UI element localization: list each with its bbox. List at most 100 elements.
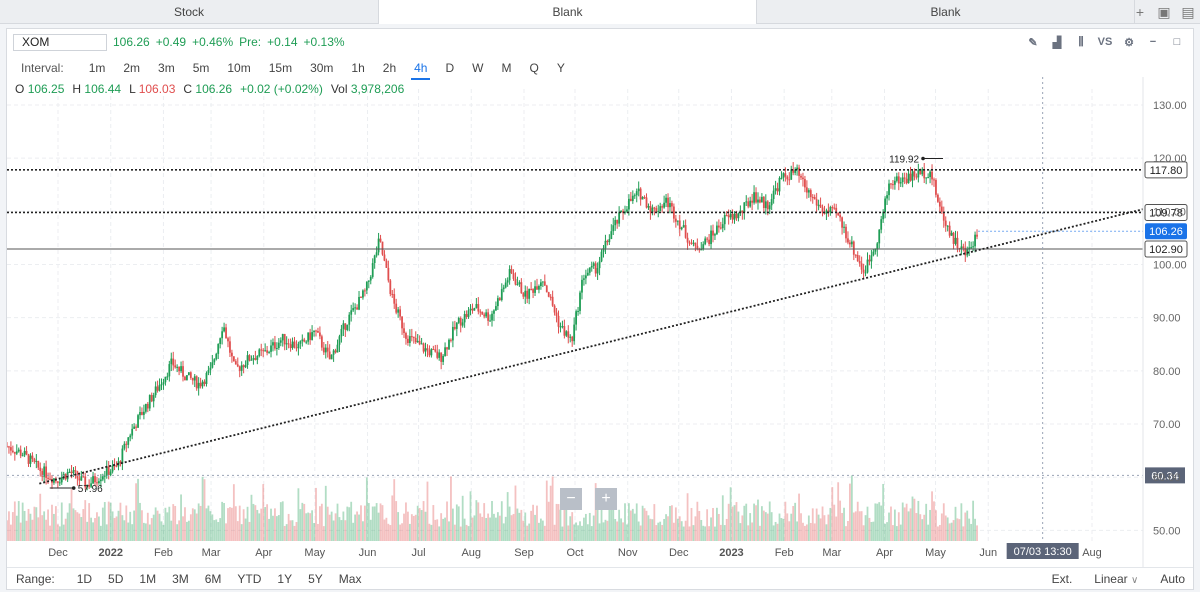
- volume-bar: [510, 515, 513, 541]
- volume-bar: [313, 523, 315, 541]
- volume-bar: [82, 509, 85, 541]
- interval-1h[interactable]: 1h: [351, 61, 365, 75]
- volume-bar: [671, 505, 673, 541]
- volume-bar: [170, 520, 173, 541]
- folder-icon[interactable]: ▤: [1181, 3, 1195, 20]
- volume-bar: [453, 524, 456, 541]
- candle-body: [334, 350, 337, 353]
- volume-bar: [307, 512, 310, 541]
- candle-body: [410, 336, 413, 338]
- gear-icon[interactable]: ⚙: [1124, 36, 1134, 49]
- range-ytd[interactable]: YTD: [237, 571, 262, 586]
- volume-bar: [381, 505, 384, 541]
- interval-4h[interactable]: 4h: [405, 59, 436, 80]
- annotation-dot: [71, 486, 76, 490]
- volume-bar: [158, 513, 161, 541]
- volume-bar: [383, 519, 386, 541]
- volume-bar: [84, 500, 87, 541]
- range-1d[interactable]: 1D: [76, 571, 93, 586]
- interval-2m[interactable]: 2m: [123, 61, 141, 75]
- range-1y[interactable]: 1Y: [277, 571, 293, 586]
- range-1m[interactable]: 1M: [139, 571, 157, 586]
- candle-body: [598, 261, 601, 269]
- range-3m[interactable]: 3M: [172, 571, 189, 586]
- scale-select[interactable]: Linear ∨: [1094, 572, 1139, 586]
- interval-q[interactable]: Q: [529, 61, 539, 75]
- candle-body: [768, 205, 771, 210]
- tab-stock[interactable]: Stock: [0, 0, 379, 24]
- candle-body: [631, 195, 634, 202]
- candle-body: [606, 240, 609, 243]
- candle-body: [516, 284, 519, 286]
- candle-body: [917, 169, 920, 178]
- maximize-icon[interactable]: □: [1173, 36, 1181, 48]
- range-max[interactable]: Max: [338, 571, 362, 586]
- auto-toggle[interactable]: Auto: [1160, 572, 1185, 586]
- candle-body: [37, 460, 40, 468]
- volume-bar: [358, 514, 360, 541]
- volume-bar: [841, 512, 843, 541]
- symbol-input[interactable]: XOM: [13, 33, 107, 51]
- volume-bar: [522, 520, 525, 541]
- interval-w[interactable]: W: [472, 61, 484, 75]
- candle-body: [899, 182, 902, 184]
- interval-d[interactable]: D: [445, 61, 455, 75]
- volume-bar: [41, 515, 44, 541]
- zoom-in-button[interactable]: +: [595, 488, 617, 510]
- volume-bar: [948, 523, 951, 541]
- save-icon[interactable]: ▣: [1157, 3, 1171, 20]
- volume-bar: [927, 524, 930, 541]
- candle-body: [805, 187, 808, 193]
- volume-bar: [817, 514, 820, 541]
- interval-1m[interactable]: 1m: [88, 61, 106, 75]
- interval-10m[interactable]: 10m: [227, 61, 251, 75]
- volume-bar: [551, 476, 554, 541]
- interval-2h[interactable]: 2h: [382, 61, 397, 75]
- candle-body: [324, 347, 327, 353]
- chart-type-icon[interactable]: ▟: [1052, 36, 1062, 49]
- interval-m[interactable]: M: [501, 61, 512, 75]
- volume-bar: [917, 500, 920, 541]
- range-5d[interactable]: 5D: [108, 571, 124, 586]
- pencil-icon[interactable]: ✎: [1028, 36, 1038, 49]
- range-6m[interactable]: 6M: [204, 571, 222, 586]
- volume-bar: [401, 523, 403, 541]
- volume-bar: [825, 524, 828, 541]
- candle-body: [831, 207, 834, 209]
- volume-bar: [856, 501, 859, 541]
- tab-blank-1[interactable]: Blank: [379, 0, 757, 24]
- volume-bar: [354, 514, 357, 541]
- volume-bar: [477, 502, 480, 541]
- candle-body: [596, 268, 599, 274]
- interval-y[interactable]: Y: [556, 61, 565, 75]
- volume-bar: [663, 518, 666, 541]
- zoom-out-button[interactable]: −: [560, 488, 582, 510]
- candle-body: [303, 339, 306, 342]
- indicators-icon[interactable]: ⫼: [1078, 35, 1084, 48]
- quote-header: XOM 106.26 +0.49 +0.46% Pre: +0.14 +0.13…: [13, 33, 345, 51]
- candle-body: [320, 336, 323, 348]
- tab-blank-2[interactable]: Blank: [757, 0, 1135, 24]
- volume-bar: [786, 513, 789, 541]
- interval-5m[interactable]: 5m: [192, 61, 210, 75]
- volume-bar: [545, 480, 548, 541]
- volume-bar: [849, 483, 851, 541]
- candle-body: [256, 356, 259, 360]
- interval-30m[interactable]: 30m: [310, 61, 334, 75]
- candle-body: [667, 197, 669, 208]
- interval-3m[interactable]: 3m: [158, 61, 175, 75]
- interval-15m[interactable]: 15m: [268, 61, 293, 75]
- volume-bar: [606, 520, 609, 541]
- volume-bar: [236, 521, 239, 541]
- price-chart[interactable]: 117.80 109.78 102.90 60.34 106.26 119.92 57.96…: [7, 29, 1193, 567]
- plus-icon[interactable]: +: [1135, 4, 1145, 20]
- range-5y[interactable]: 5Y: [308, 571, 323, 586]
- candle-body: [309, 332, 312, 340]
- candle-body: [49, 478, 51, 480]
- candle-body: [880, 219, 883, 230]
- axes: 50.00 60.00 70.00 80.00 90.00 100.00 110.00 120…: [48, 77, 1187, 567]
- minimize-icon[interactable]: −: [1149, 36, 1157, 48]
- ext-toggle[interactable]: Ext.: [1051, 572, 1073, 586]
- candle-body: [815, 199, 818, 206]
- compare-icon[interactable]: VS: [1097, 36, 1113, 48]
